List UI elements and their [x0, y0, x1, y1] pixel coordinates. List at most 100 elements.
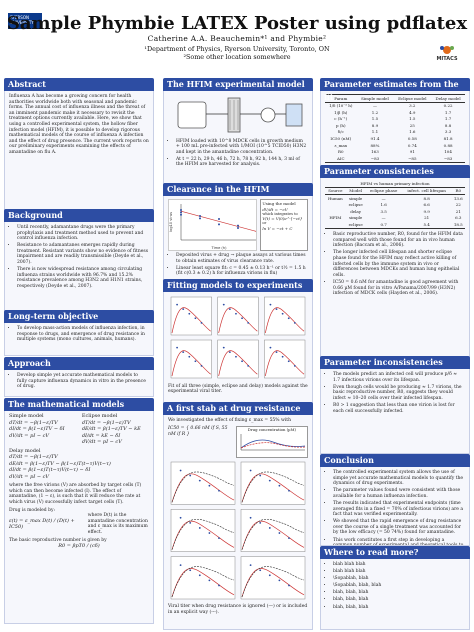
data-point [176, 346, 178, 349]
panel-frame [217, 296, 259, 336]
section-title: Approach [4, 357, 154, 370]
table-cell: 6.3 [455, 215, 462, 221]
table-cell: 8.8 [444, 122, 452, 128]
table-cell: — [381, 215, 386, 221]
resistance-plots [170, 461, 306, 600]
equation: dV/dt = −cV [262, 206, 288, 212]
equation: dT/dt = −β(1−ε)TV [81, 419, 131, 426]
data-point [208, 579, 211, 582]
table-cell: eclipse [348, 202, 363, 208]
affiliation-1: ¹Department of Physics, Ryerson Universi… [144, 45, 330, 53]
plot-panel [170, 556, 236, 600]
data-point [180, 209, 182, 211]
hfim-diagram [177, 97, 303, 133]
list-item: The longer infected cell lifespan and sh… [333, 250, 465, 278]
figure-caption: Viral titer when drug resistance is igno… [168, 604, 308, 615]
equation: ln V = −ct + C [262, 225, 293, 231]
table-cell: 88% [370, 142, 380, 148]
read-more-section: Where to read more? blah blah blah blah … [320, 546, 470, 630]
r0-equation: R0 = βpT0 / (cδ) [58, 543, 100, 550]
table-cell: 4.9 [409, 109, 416, 115]
mitacs-logo-icon: MITACS [436, 46, 458, 62]
data-point [222, 303, 225, 306]
table-cell: δ/c [337, 129, 344, 135]
poster-title: Sample Phymbie LATEX Poster using pdflat… [6, 13, 468, 34]
panel-frame [240, 508, 306, 552]
panel-frame [240, 556, 306, 600]
data-point [237, 227, 239, 229]
inconsistencies-section: Parameter inconsistencies The models pre… [320, 356, 470, 454]
model-curve [218, 350, 258, 377]
data-point [198, 526, 201, 529]
equation: dI/dt = kE − δI [81, 432, 121, 439]
plot-panel [264, 339, 306, 379]
data-point [189, 569, 192, 571]
data-point [228, 308, 231, 311]
model-curve [241, 567, 305, 597]
table-cell: 3.3 [444, 129, 452, 135]
data-point [247, 364, 250, 367]
equation: dI/dt = β(1−ε)TV − δI [9, 426, 65, 433]
table-cell: 1.6 [380, 202, 387, 208]
table-cell: 3.2 [409, 103, 416, 109]
table-cell: 25 [409, 122, 415, 128]
data-point [293, 321, 296, 324]
panel-frame [240, 461, 306, 505]
equation: dV/dt = pI − cV [9, 473, 50, 480]
data-point [222, 346, 225, 349]
models-section: The mathematical models Simple model dT/… [4, 398, 154, 624]
data-point [198, 479, 201, 482]
data-point [200, 321, 203, 324]
table-cell: 0.74 [407, 142, 417, 148]
table-row: eclipse 0.7 5.4 18.5 [325, 221, 465, 230]
abstract-section: Abstract Influenza A has become a growin… [4, 78, 154, 210]
table-row: 1/δ (10⁻⁵ h) — 3.2 0.22 [325, 102, 465, 109]
resistance-section: A first stab at drug resistance We inves… [163, 402, 313, 630]
list-item: blah, blah, blah [333, 597, 465, 603]
list-item: R0 > 1 suggestion that less than one vir… [333, 403, 465, 414]
table-cell: 21 [455, 208, 461, 214]
mitacs-logo: MITACS [430, 44, 464, 62]
list-item: blah, blah, blah [333, 590, 465, 596]
table-row: Human simple — 8.8 13.6 [325, 195, 465, 202]
list-item: Deposited virus + drug → plaque assays a… [176, 253, 308, 264]
data-point [269, 303, 272, 306]
plot-panel [240, 461, 306, 505]
data-point [249, 564, 252, 566]
plot-panel [264, 296, 306, 336]
table-cell: R0 [337, 149, 344, 155]
drug-equation: ε(t) = ε_max D(t) / (D(t) + IC50) [9, 517, 75, 531]
plot-panel [217, 296, 259, 336]
list-item: This work constitutes a first step in de… [333, 538, 465, 545]
data-point [287, 317, 290, 320]
data-point [288, 489, 290, 492]
list-item: There is now widespread resistance among… [17, 267, 149, 289]
column-middle: The HFIM experimental model HFIM loaded … [163, 78, 313, 630]
model-curve [241, 473, 305, 503]
model-curve [171, 350, 211, 377]
data-point [259, 569, 262, 571]
column-right: Parameter estimates from the fits Param S… [320, 78, 470, 630]
data-point [268, 479, 271, 482]
section-title: Background [4, 209, 154, 222]
data-point [278, 531, 281, 534]
panel-frame [170, 461, 236, 505]
data-point [281, 312, 284, 315]
table-cell: 22 [455, 202, 461, 208]
data-point [235, 355, 237, 358]
section-title: Long-term objective [4, 310, 154, 323]
table-cell: IC50 (nM) [330, 136, 352, 142]
resistance-text: We investigated the effect of fixing ε_m… [168, 418, 292, 423]
data-point [287, 360, 290, 363]
section-title: Where to read more? [320, 546, 470, 559]
model-curve [171, 473, 235, 503]
data-point [182, 308, 185, 311]
table-header-cell: infect. cell lifespan [401, 186, 452, 196]
model-curve [171, 520, 235, 550]
consistency-section: Parameter consistencies HFIM vs human pr… [320, 165, 470, 361]
panel-frame [170, 296, 212, 336]
data-point [241, 360, 243, 363]
abstract-text: Influenza A has become a growing concern… [4, 91, 154, 210]
section-title: The HFIM experimental model [163, 78, 313, 91]
data-point [235, 312, 237, 315]
